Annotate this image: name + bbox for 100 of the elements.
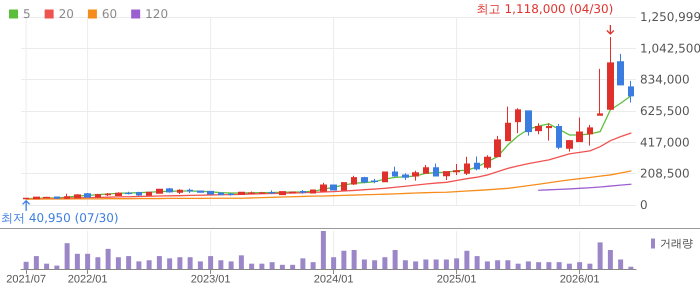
- candlestick: [505, 106, 511, 142]
- candlestick: [156, 188, 163, 194]
- candlestick: [33, 196, 40, 200]
- bar: [146, 260, 152, 269]
- y-tick-label: 208,500: [640, 166, 690, 181]
- candlestick: [402, 172, 409, 181]
- bar: [434, 260, 439, 269]
- candlestick: [341, 182, 347, 191]
- candlestick: [617, 53, 624, 86]
- candlestick: [423, 164, 429, 174]
- candlestick: [474, 156, 480, 171]
- legend-label: 60: [102, 7, 118, 21]
- bar: [444, 260, 449, 269]
- bar: [126, 256, 132, 269]
- bar: [156, 256, 162, 269]
- bar: [454, 258, 460, 269]
- y-tick-label: 417,000: [640, 135, 690, 150]
- bar: [362, 260, 367, 269]
- candlestick: [95, 193, 101, 198]
- bar: [341, 250, 346, 269]
- bar: [238, 255, 244, 269]
- x-tick-label: 2023/01: [190, 274, 231, 286]
- bar: [208, 256, 214, 269]
- candlestick: [535, 122, 542, 135]
- line-series: [538, 184, 632, 191]
- bar: [280, 264, 285, 269]
- candlestick: [351, 175, 357, 186]
- bar: [587, 264, 592, 269]
- bar: [44, 264, 50, 269]
- candlestick: [566, 139, 573, 152]
- candlestick: [74, 194, 81, 199]
- x-tick-label: 2025/01: [436, 274, 477, 286]
- x-tick-label: 2024/01: [314, 274, 354, 286]
- candlestick: [361, 176, 368, 184]
- bar: [300, 258, 306, 269]
- bar: [106, 248, 111, 269]
- bar: [85, 254, 90, 269]
- candlestick: [289, 190, 296, 194]
- candlestick: [453, 163, 460, 176]
- bar: [310, 262, 316, 269]
- bar: [536, 262, 542, 269]
- candlestick: [576, 117, 583, 142]
- candlestick: [464, 156, 470, 176]
- candlestick: [207, 190, 214, 195]
- bar: [54, 266, 60, 269]
- bar: [249, 264, 254, 269]
- candlestick: [228, 192, 234, 196]
- y-tick-label: 625,500: [640, 104, 690, 118]
- bar: [618, 260, 624, 269]
- candlestick: [330, 184, 337, 191]
- legend-label: 20: [58, 7, 74, 21]
- bar: [392, 250, 398, 269]
- candlestick: [525, 110, 532, 136]
- candlestick: [300, 189, 306, 194]
- candlestick: [187, 188, 193, 194]
- candlestick: [177, 188, 183, 195]
- legend-label: 거래량: [660, 237, 693, 250]
- candlestick: [556, 123, 562, 150]
- bar: [556, 262, 562, 269]
- bar: [24, 262, 29, 269]
- candlestick: [546, 122, 552, 142]
- bar: [372, 260, 378, 269]
- y-tick-label: 834,000: [640, 72, 690, 87]
- y-tick-label: 1,042,500: [640, 41, 700, 56]
- bar: [464, 250, 470, 269]
- candlestick: [105, 192, 111, 196]
- bar: [167, 258, 172, 269]
- candlestick: [279, 191, 286, 196]
- x-tick-label: 2022/01: [68, 274, 108, 286]
- bar: [505, 260, 510, 269]
- y-tick-label: 0: [640, 198, 648, 212]
- candlestick: [607, 36, 614, 110]
- bar: [177, 257, 182, 269]
- bar: [516, 264, 521, 269]
- bar: [74, 254, 80, 269]
- candlestick: [115, 192, 122, 196]
- bar: [608, 250, 613, 269]
- candlestick: [248, 190, 255, 195]
- candlestick: [597, 68, 603, 116]
- candlestick: [515, 108, 521, 134]
- candlestick: [84, 192, 91, 198]
- candlestick: [146, 191, 152, 196]
- candlestick: [484, 154, 491, 170]
- candlestick: [443, 170, 450, 181]
- bar: [423, 260, 428, 269]
- bar: [331, 257, 336, 269]
- x-tick-label: 2026/01: [560, 274, 600, 286]
- candlestick: [218, 192, 224, 196]
- bar: [95, 257, 100, 269]
- text: 최고 1,118,000 (04/30): [476, 2, 614, 16]
- x-tick-label: 2021/07: [6, 274, 46, 286]
- candlestick: [382, 171, 388, 182]
- candlestick: [320, 182, 327, 192]
- candlestick: [136, 191, 142, 196]
- bar: [382, 257, 388, 269]
- text: 최저 40,950 (07/30): [1, 210, 119, 225]
- bar: [598, 242, 603, 269]
- bar: [270, 262, 275, 269]
- line-series: [25, 170, 632, 200]
- candlestick: [166, 188, 173, 194]
